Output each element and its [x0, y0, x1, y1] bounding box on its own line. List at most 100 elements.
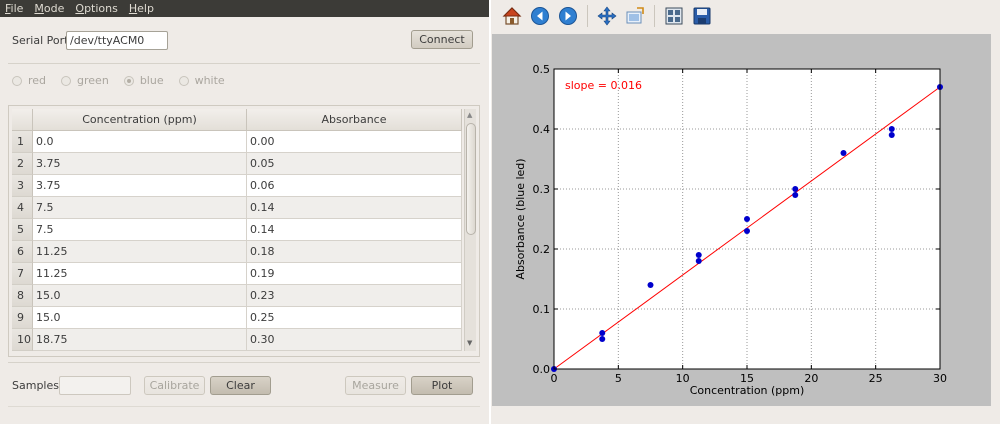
scrollbar-thumb[interactable] — [466, 123, 476, 235]
radio-white[interactable]: white — [178, 74, 225, 87]
absorbance-cell[interactable]: 0.23 — [247, 285, 462, 307]
data-table: Concentration (ppm) Absorbance 1 0.0 0.00 2… — [12, 109, 462, 351]
absorbance-cell[interactable]: 0.14 — [247, 197, 462, 219]
row-index[interactable]: 1 — [12, 131, 33, 153]
row-index[interactable]: 7 — [12, 263, 33, 285]
y-tick-label: 0.0 — [533, 363, 551, 376]
y-tick-label: 0.5 — [533, 63, 551, 76]
x-tick-label: 15 — [740, 372, 754, 385]
table-row[interactable]: 5 7.5 0.14 — [12, 219, 462, 241]
table-row[interactable]: 2 3.75 0.05 — [12, 153, 462, 175]
toolbar-separator — [654, 5, 655, 27]
clear-button[interactable]: Clear — [210, 376, 271, 395]
calibrate-button[interactable]: Calibrate — [144, 376, 205, 395]
scroll-down-arrow-icon[interactable]: ▼ — [467, 339, 473, 347]
column-header-concentration[interactable]: Concentration (ppm) — [33, 109, 247, 131]
serial-port-input[interactable] — [66, 31, 168, 50]
row-index[interactable]: 10 — [12, 329, 33, 351]
table-corner[interactable] — [12, 109, 33, 131]
absorbance-cell[interactable]: 0.30 — [247, 329, 462, 351]
concentration-cell[interactable]: 0.0 — [33, 131, 247, 153]
radio-green[interactable]: green — [61, 74, 109, 87]
table-row[interactable]: 6 11.25 0.18 — [12, 241, 462, 263]
table-row[interactable]: 7 11.25 0.19 — [12, 263, 462, 285]
concentration-cell[interactable]: 11.25 — [33, 263, 247, 285]
table-row[interactable]: 10 18.75 0.30 — [12, 329, 462, 351]
x-tick-label: 0 — [551, 372, 558, 385]
absorbance-cell[interactable]: 0.14 — [247, 219, 462, 241]
subplots-icon[interactable] — [663, 5, 685, 27]
x-tick-label: 30 — [933, 372, 947, 385]
absorbance-cell[interactable]: 0.25 — [247, 307, 462, 329]
y-tick-label: 0.1 — [533, 303, 551, 316]
concentration-cell[interactable]: 18.75 — [33, 329, 247, 351]
y-axis-label: Absorbance (blue led) — [514, 158, 527, 279]
concentration-cell[interactable]: 11.25 — [33, 241, 247, 263]
x-tick-label: 25 — [869, 372, 883, 385]
connect-button[interactable]: Connect — [411, 30, 473, 49]
data-point — [744, 228, 750, 234]
zoom-icon[interactable] — [624, 5, 646, 27]
separator — [8, 362, 480, 363]
plot-toolbar — [491, 0, 1000, 32]
row-index[interactable]: 5 — [12, 219, 33, 241]
absorbance-cell[interactable]: 0.05 — [247, 153, 462, 175]
pan-icon[interactable] — [596, 5, 618, 27]
row-index[interactable]: 6 — [12, 241, 33, 263]
concentration-cell[interactable]: 15.0 — [33, 285, 247, 307]
absorbance-cell[interactable]: 0.18 — [247, 241, 462, 263]
radio-blue[interactable]: blue — [123, 74, 164, 87]
row-index[interactable]: 9 — [12, 307, 33, 329]
row-index[interactable]: 4 — [12, 197, 33, 219]
measure-button[interactable]: Measure — [345, 376, 406, 395]
x-tick-label: 5 — [615, 372, 622, 385]
menu-file-label: ile — [10, 2, 24, 15]
absorbance-cell[interactable]: 0.19 — [247, 263, 462, 285]
home-icon[interactable] — [501, 5, 523, 27]
plot-button[interactable]: Plot — [411, 376, 473, 395]
data-point — [599, 330, 606, 336]
concentration-cell[interactable]: 3.75 — [33, 153, 247, 175]
column-header-absorbance[interactable]: Absorbance — [247, 109, 462, 131]
concentration-cell[interactable]: 3.75 — [33, 175, 247, 197]
samples-input[interactable] — [59, 376, 131, 395]
radio-green-label: green — [77, 74, 109, 87]
absorbance-cell[interactable]: 0.06 — [247, 175, 462, 197]
radio-green-indicator — [61, 75, 72, 86]
menu-help[interactable]: Help — [124, 0, 160, 17]
menu-file[interactable]: File — [0, 0, 29, 17]
menu-mode[interactable]: Mode — [29, 0, 70, 17]
table-row[interactable]: 1 0.0 0.00 — [12, 131, 462, 153]
radio-red[interactable]: red — [12, 74, 46, 87]
menu-options-label: ptions — [84, 2, 118, 15]
scroll-up-arrow-icon[interactable]: ▲ — [467, 111, 473, 119]
data-point — [792, 186, 799, 192]
radio-blue-label: blue — [139, 74, 164, 87]
forward-icon[interactable] — [557, 5, 579, 27]
absorbance-cell[interactable]: 0.00 — [247, 131, 462, 153]
plot-canvas[interactable]: 0 5 10 15 20 25 30 0.0 0.1 0.2 0.3 0.4 0.5 slope = 0.… — [492, 34, 991, 406]
concentration-cell[interactable]: 15.0 — [33, 307, 247, 329]
status-bar — [491, 406, 1000, 424]
menu-mode-label: ode — [43, 2, 65, 15]
menu-options[interactable]: Options — [70, 0, 123, 17]
y-tick-label: 0.4 — [533, 123, 551, 136]
table-row[interactable]: 4 7.5 0.14 — [12, 197, 462, 219]
window-divider — [489, 0, 491, 424]
measurement-window: File Mode Options Help Serial Port Conne… — [0, 0, 489, 424]
row-index[interactable]: 2 — [12, 153, 33, 175]
radio-red-label: red — [28, 74, 47, 87]
back-icon[interactable] — [529, 5, 551, 27]
menu-mode-mnemonic: M — [34, 2, 44, 15]
table-row[interactable]: 9 15.0 0.25 — [12, 307, 462, 329]
row-index[interactable]: 3 — [12, 175, 33, 197]
table-row[interactable]: 8 15.0 0.23 — [12, 285, 462, 307]
table-row[interactable]: 3 3.75 0.06 — [12, 175, 462, 197]
save-icon[interactable] — [691, 5, 713, 27]
concentration-cell[interactable]: 7.5 — [33, 219, 247, 241]
slope-annotation: slope = 0.016 — [565, 79, 642, 92]
data-point — [599, 336, 606, 342]
row-index[interactable]: 8 — [12, 285, 33, 307]
table-scrollbar[interactable]: ▲ ▼ — [464, 109, 476, 351]
concentration-cell[interactable]: 7.5 — [33, 197, 247, 219]
